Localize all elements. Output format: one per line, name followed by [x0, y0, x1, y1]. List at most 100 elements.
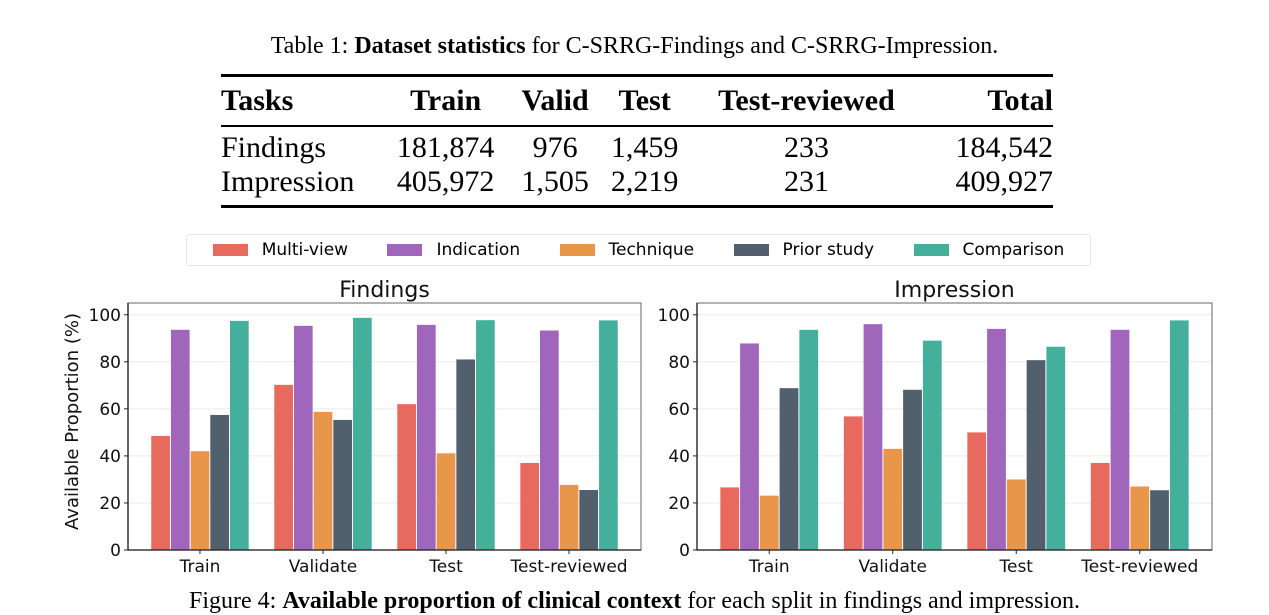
bar-prior-study: [579, 490, 599, 550]
bar-technique: [190, 451, 210, 550]
bar-indication: [416, 324, 436, 550]
header-tasks: Tasks: [221, 84, 294, 117]
bar-prior-study: [333, 419, 353, 550]
table-row: Impression 405,972 1,505 2,219 231 409,9…: [221, 165, 1053, 207]
header-test: Test: [618, 84, 671, 117]
legend-item-comparison: Comparison: [913, 240, 1065, 260]
legend-label: Technique: [608, 240, 695, 260]
legend-swatch: [733, 244, 769, 256]
legend-item-technique: Technique: [559, 240, 695, 260]
y-tick-label: 80: [99, 353, 121, 373]
y-tick-label: 60: [99, 400, 121, 420]
figure-caption-prefix: Figure 4:: [188, 588, 277, 614]
bar-technique: [883, 448, 903, 550]
cell-test-reviewed: 233: [783, 131, 829, 164]
bar-comparison: [353, 317, 372, 550]
bar-technique: [1130, 486, 1150, 550]
table-row: Findings 181,874 976 1,459 233 184,542: [221, 126, 1053, 165]
dataset-statistics-table: Tasks Train Valid Test Test-reviewed Tot…: [221, 74, 1053, 208]
bar-multi-view: [397, 404, 416, 550]
x-tick-label: Train: [748, 557, 790, 577]
bar-technique: [436, 453, 456, 550]
cell-test: 2,219: [610, 165, 679, 198]
bar-multi-view: [843, 416, 863, 550]
bar-indication: [1110, 329, 1130, 550]
y-tick-label: 40: [99, 447, 121, 467]
bar-comparison: [799, 329, 819, 550]
y-axis-label: Available Proportion (%): [62, 313, 83, 530]
x-tick-label: Test-reviewed: [509, 557, 627, 577]
legend-item-indication: Indication: [387, 240, 520, 260]
cell-test-reviewed: 231: [783, 165, 829, 198]
bar-prior-study: [779, 388, 799, 550]
bar-charts: 0 20 40 60 80 100 Train Validate Test Test-review…: [62, 278, 1213, 577]
bar-indication: [987, 328, 1006, 550]
header-valid: Valid: [521, 84, 589, 117]
legend-swatch: [387, 244, 423, 256]
table-header-row: Tasks Train Valid Test Test-reviewed Tot…: [221, 75, 1053, 126]
table-caption: Table 1: Dataset statistics for C-SRRG-F…: [0, 33, 1269, 60]
y-tick-label: 40: [668, 447, 690, 467]
bar-technique: [313, 411, 333, 550]
x-tick-label: Validate: [289, 557, 358, 577]
cell-train: 405,972: [396, 165, 495, 198]
cell-task: Findings: [221, 131, 327, 164]
x-tick-label: Test: [428, 557, 463, 577]
bar-comparison: [229, 320, 249, 550]
figure-caption: Figure 4: Available proportion of clinic…: [0, 588, 1269, 615]
table-caption-rest: for C-SRRG-Findings and C-SRRG-Impressio…: [531, 33, 999, 59]
bar-comparison: [1046, 346, 1066, 550]
chart-title: Findings: [339, 278, 430, 303]
x-tick-label: Validate: [858, 557, 927, 577]
cell-total: 184,542: [955, 131, 1054, 164]
bar-technique: [1006, 479, 1026, 550]
y-tick-label: 0: [110, 541, 121, 561]
bar-prior-study: [903, 389, 922, 550]
bar-multi-view: [1090, 462, 1110, 550]
x-tick-label: Train: [179, 557, 221, 577]
cell-valid: 1,505: [521, 165, 589, 198]
bar-multi-view: [720, 487, 740, 550]
bar-multi-view: [967, 432, 987, 550]
legend-item-multi-view: Multi-view: [212, 240, 349, 260]
y-tick-label: 100: [658, 306, 690, 326]
bar-prior-study: [1026, 360, 1046, 550]
header-test-reviewed: Test-reviewed: [718, 84, 895, 117]
header-total: Total: [987, 84, 1053, 117]
legend-swatch: [559, 244, 595, 256]
bar-comparison: [476, 320, 495, 550]
cell-test: 1,459: [610, 131, 679, 164]
cell-task: Impression: [221, 165, 355, 198]
y-tick-label: 0: [679, 541, 690, 561]
y-tick-label: 80: [668, 353, 690, 373]
bar-indication: [863, 324, 883, 550]
bar-comparison: [599, 320, 618, 550]
bar-multi-view: [520, 462, 540, 550]
bar-technique: [759, 495, 779, 550]
bar-prior-study: [210, 414, 229, 550]
y-tick-label: 60: [668, 400, 690, 420]
cell-valid: 976: [532, 131, 578, 164]
chart-title: Impression: [894, 278, 1014, 303]
bar-multi-view: [274, 384, 293, 550]
bar-prior-study: [1150, 490, 1169, 550]
bar-comparison: [922, 340, 942, 550]
legend-label: Multi-view: [261, 240, 349, 260]
x-tick-label: Test-reviewed: [1080, 557, 1198, 577]
legend-label: Prior study: [782, 240, 875, 260]
legend-swatch: [913, 244, 949, 256]
bar-indication: [540, 330, 559, 550]
cell-train: 181,874: [396, 131, 495, 164]
bar-technique: [559, 484, 579, 550]
bar-indication: [740, 343, 759, 550]
bar-prior-study: [456, 359, 476, 550]
chart-legend: Multi-view Indication Technique Prior st…: [186, 234, 1091, 266]
x-tick-label: Test: [999, 557, 1034, 577]
bar-indication: [170, 329, 190, 550]
legend-item-prior-study: Prior study: [733, 240, 875, 260]
table-caption-bold: Dataset statistics: [354, 33, 526, 59]
legend-label: Indication: [436, 240, 521, 260]
bar-multi-view: [151, 435, 170, 550]
figure-caption-bold: Available proportion of clinical context: [282, 588, 682, 614]
legend-label: Comparison: [962, 240, 1065, 260]
